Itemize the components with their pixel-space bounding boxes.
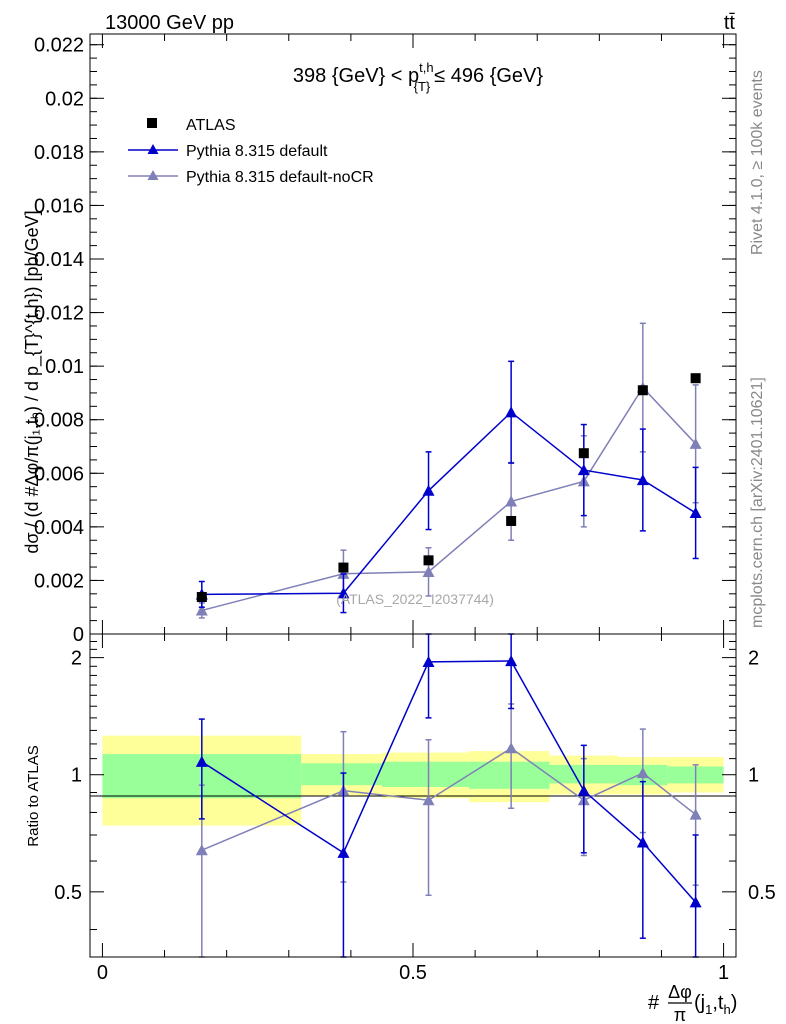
data-point-atlas <box>196 592 207 603</box>
ratio-uncertainty-band-inner <box>468 761 550 789</box>
legend-marker-default <box>147 144 159 154</box>
legend-marker-nocr <box>147 170 159 180</box>
main-panel: 0 0.002 0.004 0.006 0.008 0.01 0.012 0.014 0.016… <box>34 33 737 646</box>
data-point-atlas <box>338 562 349 573</box>
data-point-atlas <box>423 555 434 566</box>
ratio-point-default <box>422 655 435 667</box>
data-point-nocr <box>505 495 518 507</box>
ratio-point-default <box>689 896 702 908</box>
data-point-atlas <box>506 515 517 526</box>
ratio-point-nocr <box>195 844 208 856</box>
ratio-point-default <box>636 836 649 848</box>
legend-label-atlas: ATLAS <box>186 117 236 134</box>
data-point-default <box>689 506 702 519</box>
data-point-default <box>422 484 435 496</box>
legend-marker-atlas <box>147 118 157 128</box>
ratio-point-nocr <box>689 808 702 820</box>
x-axis-label-sub2: h <box>723 1002 730 1017</box>
data-point-nocr <box>422 565 435 577</box>
header-final-state-label: tt̄ <box>724 12 736 34</box>
y-tick-label: 0.012 <box>34 303 84 325</box>
data-point-default <box>505 406 518 418</box>
ratio-point-default <box>195 755 208 767</box>
ratio-point-nocr <box>422 794 435 806</box>
ratio-y-tick-label: 2 <box>71 648 82 670</box>
ratio-y-tick-label-right: 1 <box>748 765 759 787</box>
ratio-y-axis-label: Ratio to ATLAS <box>25 745 42 846</box>
y-tick-label: 0 <box>73 624 84 646</box>
data-point-nocr <box>195 604 208 616</box>
header-process-label: 13000 GeV pp <box>105 12 234 34</box>
plot-title-subscript: {T} <box>414 79 431 94</box>
ratio-uncertainty-band-inner <box>381 761 469 787</box>
ratio-point-nocr <box>636 767 649 779</box>
plot-title-superscript: t,h <box>419 60 433 75</box>
ratio-y-tick-label-right: 2 <box>748 648 759 670</box>
y-tick-label: 0.008 <box>34 410 84 432</box>
x-axis-label-comma: ,t <box>712 992 724 1014</box>
y-tick-label: 0.018 <box>34 142 84 164</box>
ratio-y-tick-label: 1 <box>71 765 82 787</box>
data-point-nocr <box>689 437 702 449</box>
y-tick-label: 0.02 <box>45 88 84 110</box>
x-axis-label-prefix: # <box>648 992 660 1014</box>
data-point-default <box>577 464 590 476</box>
mcplots-reference-label: mcplots.cern.ch [arXiv:2401.10621] <box>749 377 766 628</box>
ratio-point-default <box>577 784 590 796</box>
plot-title-suffix: ≤ 496 {GeV} <box>434 65 543 87</box>
legend-label-default: Pythia 8.315 default <box>186 143 328 160</box>
y-tick-label: 0.01 <box>45 356 84 378</box>
x-axis-label-open: (j <box>694 992 705 1014</box>
y-tick-label: 0.014 <box>34 249 84 271</box>
x-axis-label-close: ) <box>731 992 738 1014</box>
x-tick-label: 0 <box>97 962 108 984</box>
x-tick-label: 1 <box>718 962 729 984</box>
x-axis-label-numerator: Δφ <box>668 982 692 1002</box>
ratio-y-tick-label: 0.5 <box>54 882 82 904</box>
y-tick-label: 0.022 <box>34 35 84 57</box>
plot-title: 398 {GeV} < pt,h {T} ≤ 496 {GeV} <box>293 60 543 94</box>
y-tick-label: 0.006 <box>34 463 84 485</box>
series-line-default <box>201 411 697 596</box>
y-tick-label: 0.016 <box>34 195 84 217</box>
x-axis-label-denominator: π <box>674 1005 686 1024</box>
ratio-panel: 0.5 0.5 1 1 2 2 <box>54 633 776 958</box>
legend: ATLAS Pythia 8.315 default Pythia 8.315 … <box>128 117 374 186</box>
ratio-point-default <box>337 846 350 858</box>
x-axis-label-args: (j1,th) <box>694 992 737 1017</box>
y-tick-label: 0.004 <box>34 517 84 539</box>
ratio-point-nocr <box>505 742 518 754</box>
ratio-y-tick-label-right: 0.5 <box>748 882 776 904</box>
rivet-version-label: Rivet 4.1.0, ≥ 100k events <box>749 70 766 255</box>
data-point-default <box>337 587 350 599</box>
y-axis-label: dσ / (d #Δφ/π(j₁,tₕ) / d p_{T}^{t,h}) [p… <box>22 210 43 553</box>
x-axis-label-sub1: 1 <box>705 1002 712 1017</box>
ratio-point-default <box>505 655 518 667</box>
data-point-atlas <box>578 448 589 459</box>
y-tick-label: 0.002 <box>34 570 84 592</box>
analysis-watermark: (ATLAS_2022_I2037744) <box>336 591 494 607</box>
series-line-nocr <box>201 386 697 612</box>
ratio-uncertainty-band-inner <box>301 763 382 786</box>
data-point-atlas <box>637 385 648 396</box>
plot-title-prefix: 398 {GeV} < p <box>293 65 419 87</box>
data-point-default <box>636 473 649 486</box>
x-axis-label: # Δφ π (j1,th) <box>648 982 737 1024</box>
legend-label-nocr: Pythia 8.315 default-noCR <box>186 169 374 186</box>
x-tick-label: 0.5 <box>399 962 427 984</box>
data-point-atlas <box>690 373 701 384</box>
